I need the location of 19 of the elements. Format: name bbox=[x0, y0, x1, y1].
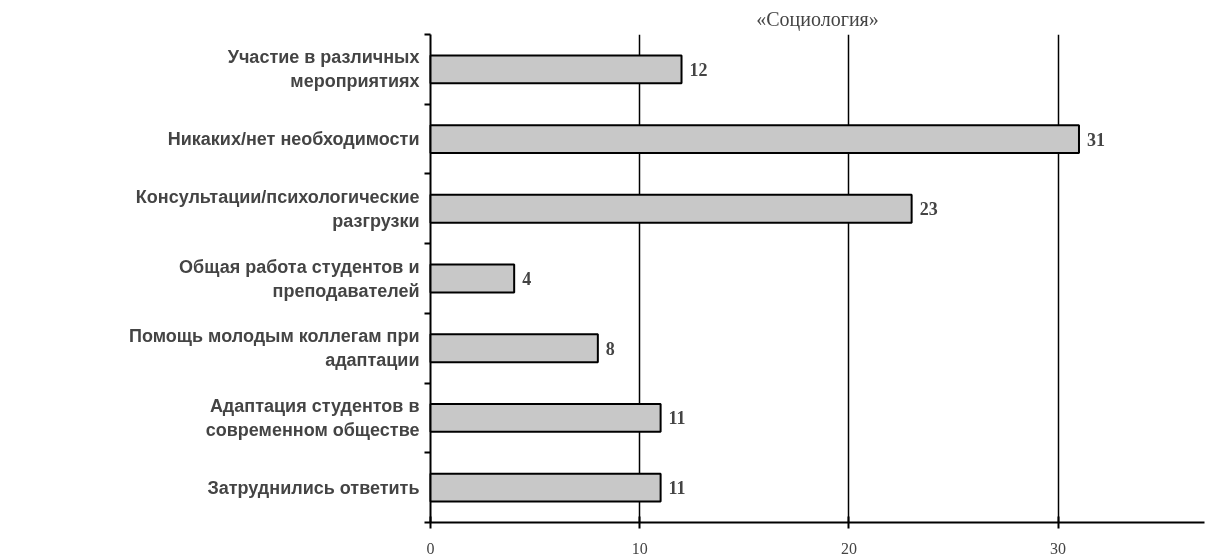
data-label: 12 bbox=[689, 59, 708, 80]
y-tick-label: Никаких/нет необходимости bbox=[167, 129, 420, 150]
y-tick-label: Участие в различных мероприятиях bbox=[227, 47, 420, 92]
y-tick-label: Помощь молодым коллегам при адаптации bbox=[129, 326, 420, 371]
y-tick-label: Общая работа студентов и преподавателей bbox=[179, 256, 420, 301]
x-tick-label: 20 bbox=[840, 539, 857, 556]
x-tick-label: 10 bbox=[631, 539, 648, 556]
y-tick-label: Затруднились ответить bbox=[207, 477, 420, 498]
chart-title: «Социология» bbox=[756, 7, 879, 31]
data-label: 11 bbox=[668, 408, 686, 429]
data-label: 4 bbox=[522, 269, 532, 289]
y-tick-label: Адаптация студентов в современном обществе bbox=[205, 395, 420, 440]
x-tick-label: 0 bbox=[426, 539, 435, 556]
data-label: 23 bbox=[919, 199, 938, 220]
data-label: 8 bbox=[605, 338, 615, 359]
data-label: 31 bbox=[1086, 129, 1105, 150]
y-tick-label: Консультации/психологические разгрузки bbox=[135, 186, 420, 231]
x-tick-label: 30 bbox=[1050, 539, 1067, 556]
data-label: 11 bbox=[668, 478, 686, 499]
